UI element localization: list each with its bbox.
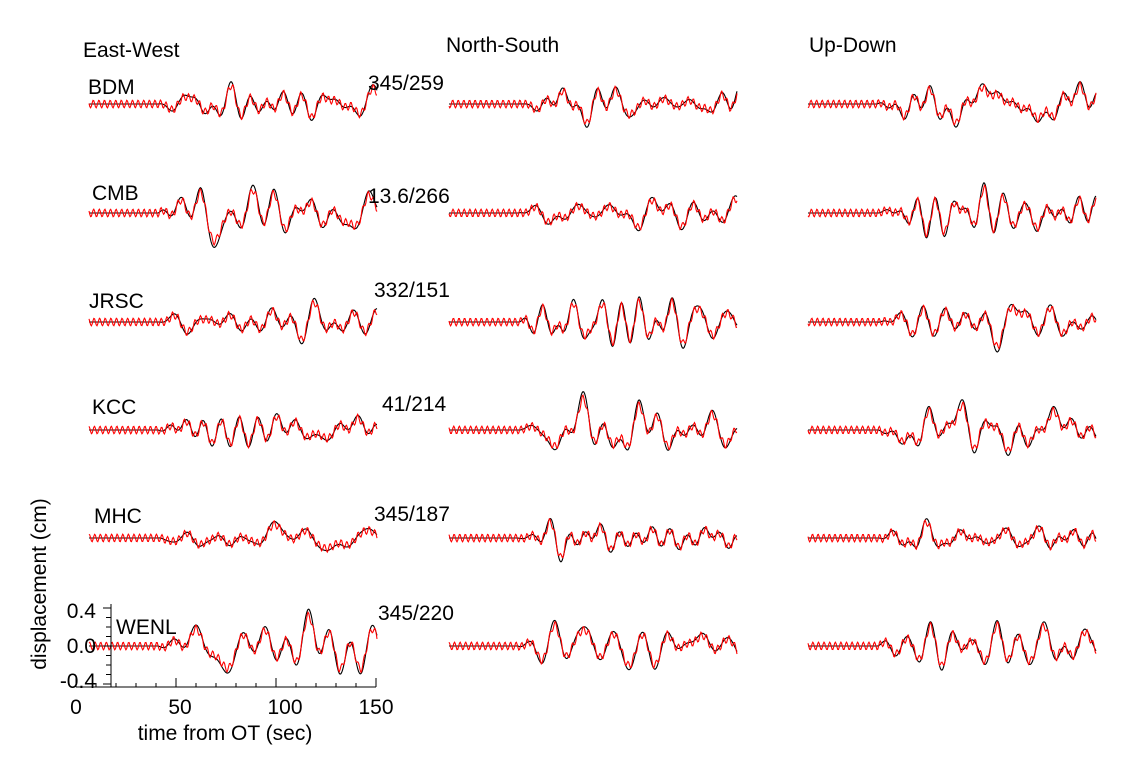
x-tick-label-150: 150 xyxy=(358,696,393,719)
component-label-north-south: North-South xyxy=(446,34,559,57)
x-axis-label: time from OT (sec) xyxy=(138,722,313,745)
station-label-jrsc: JRSC xyxy=(89,290,144,313)
trace-jrsc-east-west-synthetic xyxy=(88,298,378,342)
trace-bdm-up-down-synthetic xyxy=(807,80,1097,126)
station-label-mhc: MHC xyxy=(94,505,142,528)
dist-az-label-wenl: 345/220 xyxy=(378,602,454,625)
trace-bdm-north-south-synthetic xyxy=(448,85,738,125)
trace-jrsc-up-down-data xyxy=(808,303,1097,353)
trace-kcc-north-south-synthetic xyxy=(448,393,738,450)
dist-az-label-bdm: 345/259 xyxy=(368,72,444,95)
dist-az-label-cmb: 13.6/266 xyxy=(368,185,450,208)
dist-az-label-mhc: 345/187 xyxy=(374,503,450,526)
trace-kcc-up-down-synthetic xyxy=(807,401,1097,452)
x-tick-label-50: 50 xyxy=(168,696,191,719)
station-label-cmb: CMB xyxy=(92,182,139,205)
dist-az-label-kcc: 41/214 xyxy=(382,393,447,416)
x-tick-label-0: 0 xyxy=(70,696,82,719)
trace-jrsc-north-south-synthetic xyxy=(448,296,738,347)
trace-mhc-north-south-data xyxy=(449,517,738,563)
station-label-bdm: BDM xyxy=(88,76,135,99)
station-label-wenl: WENL xyxy=(116,616,177,639)
y-tick-label-0.4: 0.4 xyxy=(67,600,97,623)
trace-wenl-east-west-synthetic xyxy=(88,611,378,674)
dist-az-label-jrsc: 332/151 xyxy=(374,279,450,302)
trace-bdm-north-south-data xyxy=(449,86,738,128)
trace-cmb-east-west-synthetic xyxy=(88,188,378,247)
trace-kcc-north-south-data xyxy=(449,391,738,451)
y-tick-label-minus-0.4: -0.4 xyxy=(60,670,97,693)
trace-wenl-north-south-synthetic xyxy=(448,620,738,670)
trace-mhc-north-south-synthetic xyxy=(448,518,738,559)
trace-cmb-north-south-synthetic xyxy=(448,196,738,231)
component-label-up-down: Up-Down xyxy=(809,34,897,57)
y-axis-label: displacement (cm) xyxy=(28,498,51,670)
trace-wenl-up-down-synthetic xyxy=(807,620,1097,667)
station-label-kcc: KCC xyxy=(92,396,136,419)
trace-kcc-east-west-synthetic xyxy=(88,413,378,449)
component-label-east-west: East-West xyxy=(83,39,180,62)
y-tick-label-0.0: 0.0 xyxy=(67,635,96,658)
trace-mhc-up-down-synthetic xyxy=(807,519,1097,551)
trace-mhc-east-west-synthetic xyxy=(88,520,378,554)
trace-jrsc-up-down-synthetic xyxy=(807,303,1097,350)
trace-bdm-east-west-synthetic xyxy=(88,83,377,121)
axis-ticks xyxy=(75,607,377,687)
x-tick-label-100: 100 xyxy=(267,696,302,719)
trace-cmb-up-down-synthetic xyxy=(807,184,1097,238)
waveform-traces xyxy=(88,80,1097,675)
